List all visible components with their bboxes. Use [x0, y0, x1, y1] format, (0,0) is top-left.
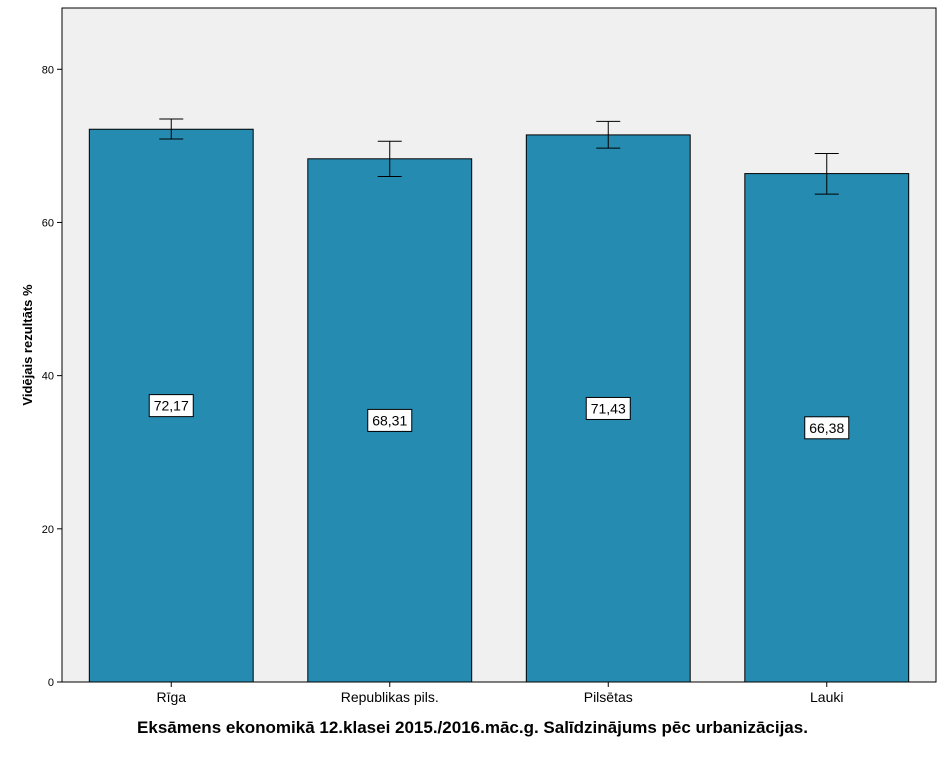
data-labels-group: 72,17 68,31 71,43 66,38 — [148, 394, 850, 440]
y-axis: 0 20 40 60 80 — [42, 64, 62, 689]
y-tick-label: 40 — [42, 371, 54, 383]
x-tick-label: Rīga — [156, 689, 186, 705]
data-label: 71,43 — [591, 400, 626, 416]
data-label: 72,17 — [154, 398, 189, 414]
bars-group — [88, 128, 910, 683]
y-tick-label: 80 — [42, 64, 54, 76]
x-tick-label: Lauki — [810, 689, 843, 705]
error-bars-group — [159, 118, 839, 195]
x-tick-label: Republikas pils. — [341, 689, 439, 705]
data-label-box — [585, 396, 631, 420]
y-axis-title: Vidējais rezultāts % — [20, 284, 35, 406]
data-label-box — [148, 394, 194, 418]
y-tick-label: 0 — [48, 677, 54, 689]
y-tick-label: 20 — [42, 524, 54, 536]
x-axis: Rīga Republikas pils. Pilsētas Lauki — [156, 682, 843, 705]
y-tick-label: 60 — [42, 217, 54, 229]
data-label-box — [367, 408, 413, 432]
x-tick-label: Pilsētas — [584, 689, 633, 705]
x-axis-title: Eksāmens ekonomikā 12.klasei 2015./2016.… — [137, 718, 808, 737]
data-label-box — [804, 416, 850, 440]
data-label: 66,38 — [809, 420, 844, 436]
data-label: 68,31 — [372, 412, 407, 428]
